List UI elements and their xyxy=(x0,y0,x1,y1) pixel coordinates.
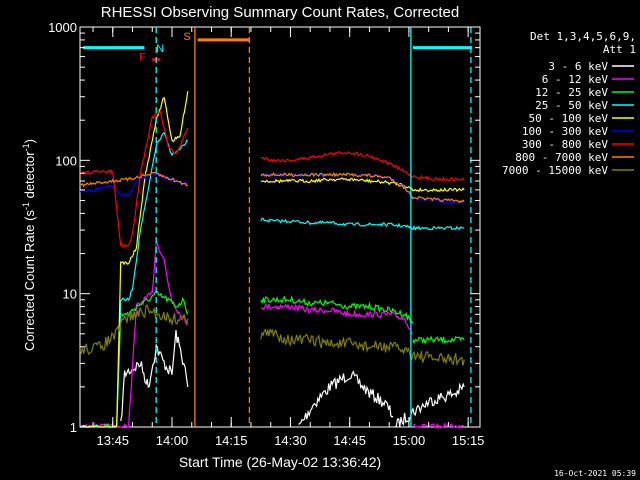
y-axis-label-exp2: -1 xyxy=(21,143,31,151)
series-5-segment-0 xyxy=(79,172,189,197)
series-7-segment-0 xyxy=(79,171,189,188)
series-8 xyxy=(79,303,465,367)
legend-label-8: 7000 - 15000 keV xyxy=(502,164,608,177)
x-tick-label: 14:30 xyxy=(274,433,307,448)
series-8-segment-0 xyxy=(79,303,189,356)
footer-date: 16-Oct-2021 05:39 xyxy=(554,469,636,478)
series-layer xyxy=(79,91,465,429)
series-7 xyxy=(79,171,465,204)
y-axis-label-text2: detector xyxy=(22,151,37,202)
series-1-segment-1 xyxy=(260,303,414,335)
x-tick-label: 14:00 xyxy=(156,433,189,448)
x-axis-label: Start Time (26-May-02 13:36:42) xyxy=(179,454,381,470)
x-tick-label: 14:45 xyxy=(333,433,366,448)
legend-label-6: 300 - 800 keV xyxy=(522,138,608,151)
series-8-segment-1 xyxy=(260,328,465,367)
annotations-layer: NF S xyxy=(83,27,473,427)
y-axis-label: Corrected Count Rate (s-1 detector-1) xyxy=(21,139,37,351)
series-6 xyxy=(79,109,465,248)
series-4 xyxy=(80,91,465,428)
plot-frame xyxy=(79,26,481,428)
series-6-segment-0 xyxy=(79,109,189,248)
flag-label-10: F xyxy=(139,52,146,64)
legend-label-5: 100 - 300 keV xyxy=(522,125,608,138)
legend-label-7: 800 - 7000 keV xyxy=(515,151,608,164)
x-tick-label: 13:45 xyxy=(97,433,130,448)
plot-border xyxy=(79,26,481,428)
x-tick-label: 14:15 xyxy=(215,433,248,448)
series-2-segment-2 xyxy=(412,335,465,345)
legend-header-1: Det 1,3,4,5,6,9, xyxy=(530,30,636,43)
y-tick-label: 100 xyxy=(55,153,77,168)
x-tick-label: 15:15 xyxy=(452,433,485,448)
series-4-segment-1 xyxy=(260,177,465,193)
series-6-segment-1 xyxy=(260,151,465,182)
series-0-segment-2 xyxy=(394,382,465,428)
y-tick-label: 10 xyxy=(63,287,77,302)
legend-label-1: 6 - 12 keV xyxy=(542,73,609,86)
flag-label-9: N xyxy=(156,43,164,55)
legend-label-2: 12 - 25 keV xyxy=(535,86,608,99)
chart-title: RHESSI Observing Summary Count Rates, Co… xyxy=(101,4,459,21)
y-tick-label: 1000 xyxy=(48,20,77,35)
series-7-segment-1 xyxy=(260,171,465,204)
y-axis: 1 10 100 1000 xyxy=(48,20,480,435)
y-axis-label-exp1: -1 xyxy=(21,202,31,210)
y-axis-label-text: Corrected Count Rate (s xyxy=(22,210,37,351)
series-2-segment-1 xyxy=(260,295,414,324)
y-tick-label: 1 xyxy=(70,420,77,435)
legend-label-4: 50 - 100 keV xyxy=(529,112,609,125)
legend-header-2: Att 1 xyxy=(603,43,636,56)
series-1-segment-2 xyxy=(412,422,465,429)
y-axis-label-text3: ) xyxy=(22,139,37,143)
series-0-segment-1 xyxy=(298,370,394,425)
series-4-segment-0 xyxy=(80,91,189,428)
series-3-segment-1 xyxy=(260,217,465,231)
legend-label-0: 3 - 6 keV xyxy=(548,60,608,73)
x-axis: 13:45 14:00 14:15 14:30 14:45 15:00 15:15 xyxy=(92,27,485,448)
flag-label-11: S xyxy=(183,31,190,43)
x-tick-label: 15:00 xyxy=(393,433,426,448)
legend-label-3: 25 - 50 keV xyxy=(535,99,608,112)
